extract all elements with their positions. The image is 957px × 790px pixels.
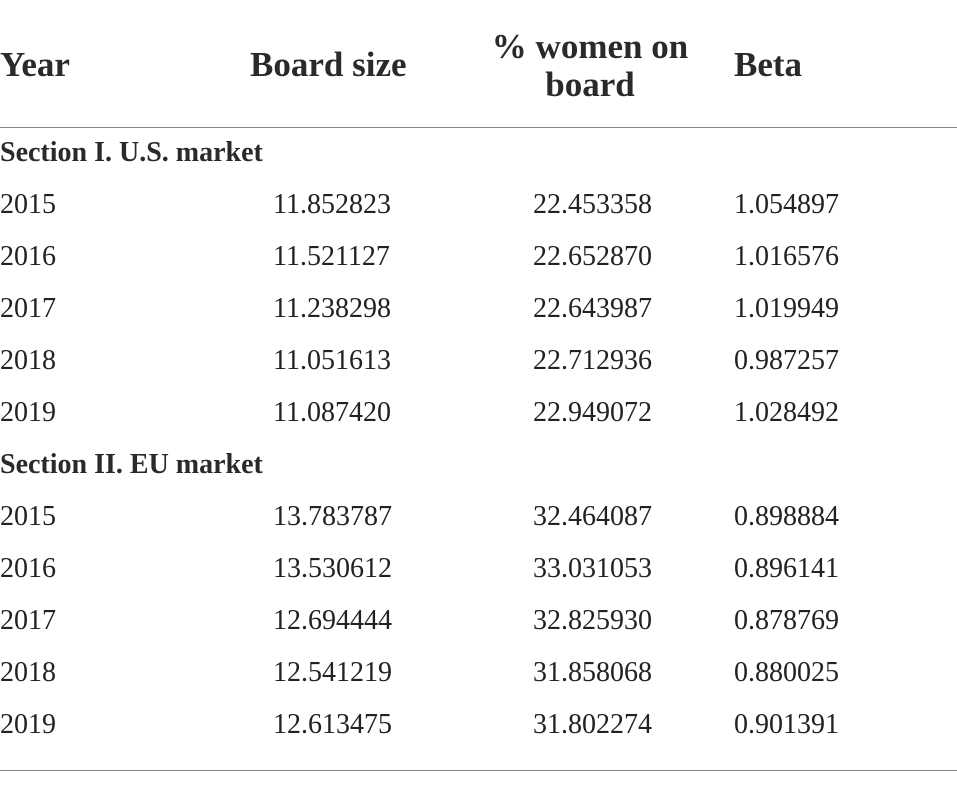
table-row: 2015 13.783787 32.464087 0.898884 <box>0 491 957 543</box>
cell-beta: 1.028492 <box>734 397 839 428</box>
table-row: 2018 11.051613 22.712936 0.987257 <box>0 335 957 387</box>
header-women-line2: board <box>545 65 635 104</box>
table-row: 2019 12.613475 31.802274 0.901391 <box>0 699 957 751</box>
table-header: Year Board size % women on board Beta <box>0 0 957 128</box>
cell-women: 32.825930 <box>533 605 652 636</box>
cell-year: 2018 <box>0 345 56 376</box>
cell-women: 32.464087 <box>533 501 652 532</box>
cell-board-size: 11.238298 <box>273 293 391 324</box>
cell-women: 33.031053 <box>533 553 652 584</box>
cell-year: 2017 <box>0 605 56 636</box>
cell-board-size: 11.087420 <box>273 397 391 428</box>
table-row: 2015 11.852823 22.453358 1.054897 <box>0 179 957 231</box>
section-label: Section II. EU market <box>0 449 263 480</box>
section-label: Section I. U.S. market <box>0 137 263 168</box>
table-row: 2017 12.694444 32.825930 0.878769 <box>0 595 957 647</box>
table-row: 2019 11.087420 22.949072 1.028492 <box>0 387 957 439</box>
cell-year: 2019 <box>0 709 56 740</box>
cell-women: 22.643987 <box>533 293 652 324</box>
cell-women: 31.802274 <box>533 709 652 740</box>
cell-year: 2016 <box>0 241 56 272</box>
cell-board-size: 13.530612 <box>273 553 392 584</box>
cell-board-size: 13.783787 <box>273 501 392 532</box>
cell-beta: 0.896141 <box>734 553 839 584</box>
table-row: 2016 11.521127 22.652870 1.016576 <box>0 231 957 283</box>
header-year: Year <box>0 45 70 84</box>
header-board-size: Board size <box>250 45 407 84</box>
cell-year: 2018 <box>0 657 56 688</box>
cell-board-size: 12.541219 <box>273 657 392 688</box>
cell-beta: 1.016576 <box>734 241 839 272</box>
cell-year: 2017 <box>0 293 56 324</box>
cell-year: 2015 <box>0 189 56 220</box>
cell-beta: 0.987257 <box>734 345 839 376</box>
cell-board-size: 12.694444 <box>273 605 392 636</box>
cell-beta: 0.878769 <box>734 605 839 636</box>
cell-year: 2015 <box>0 501 56 532</box>
header-women-line1: % women on <box>491 27 689 66</box>
cell-women: 22.712936 <box>533 345 652 376</box>
cell-year: 2019 <box>0 397 56 428</box>
cell-beta: 0.898884 <box>734 501 839 532</box>
table-row: 2017 11.238298 22.643987 1.019949 <box>0 283 957 335</box>
section-row: Section I. U.S. market <box>0 127 957 179</box>
cell-women: 22.652870 <box>533 241 652 272</box>
cell-women: 22.949072 <box>533 397 652 428</box>
top-rule <box>0 127 957 128</box>
cell-board-size: 12.613475 <box>273 709 392 740</box>
cell-beta: 1.054897 <box>734 189 839 220</box>
cell-board-size: 11.521127 <box>273 241 390 272</box>
cell-women: 22.453358 <box>533 189 652 220</box>
cell-year: 2016 <box>0 553 56 584</box>
table-row: 2018 12.541219 31.858068 0.880025 <box>0 647 957 699</box>
cell-women: 31.858068 <box>533 657 652 688</box>
cell-board-size: 11.051613 <box>273 345 391 376</box>
bottom-rule <box>0 770 957 771</box>
cell-board-size: 11.852823 <box>273 189 391 220</box>
cell-beta: 0.880025 <box>734 657 839 688</box>
header-women-on-board: % women on board <box>470 28 710 104</box>
section-row: Section II. EU market <box>0 439 957 491</box>
cell-beta: 0.901391 <box>734 709 839 740</box>
cell-beta: 1.019949 <box>734 293 839 324</box>
header-beta: Beta <box>734 45 803 84</box>
table-row: 2016 13.530612 33.031053 0.896141 <box>0 543 957 595</box>
